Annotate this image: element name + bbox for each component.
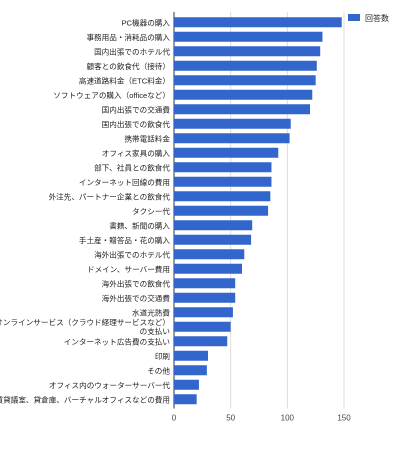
bar xyxy=(174,234,252,245)
category-label: 賃貸議室、貸倉庫、バーチャルオフィスなどの費用 xyxy=(0,394,170,404)
category-label: オフィス家具の購入 xyxy=(102,148,171,158)
category-label: ソフトウェアの購入（officeなど） xyxy=(53,90,170,100)
x-axis-ticks: 0 50 100 150 xyxy=(172,414,351,423)
bar xyxy=(174,104,310,115)
bar xyxy=(174,147,279,158)
bar xyxy=(174,336,228,347)
bar xyxy=(174,176,272,187)
bar xyxy=(174,379,199,390)
bar xyxy=(174,263,242,274)
category-label: インターネット回線の費用 xyxy=(79,177,170,187)
bar xyxy=(174,60,317,71)
category-label: 水道光熱費 xyxy=(132,307,170,317)
bar xyxy=(174,394,197,405)
category-label: 国内出張での飲食代 xyxy=(102,119,171,129)
category-label: 携帯電話料金 xyxy=(124,133,170,143)
legend-swatch xyxy=(348,14,360,21)
category-label: 国内出張での交通費 xyxy=(102,104,171,114)
category-label: 海外出張での飲食代 xyxy=(102,278,171,288)
category-label: 海外出張でのホテル代 xyxy=(94,249,170,259)
bar xyxy=(174,292,236,303)
category-label: 手土産・贈答品・花の購入 xyxy=(79,235,171,245)
bar xyxy=(174,249,245,260)
bar xyxy=(174,321,231,332)
bar xyxy=(174,75,316,86)
bar xyxy=(174,220,253,231)
legend: 回答数 xyxy=(348,13,389,23)
bar xyxy=(174,46,321,57)
bar xyxy=(174,89,313,100)
bar xyxy=(174,278,236,289)
bar xyxy=(174,365,207,376)
bars xyxy=(174,17,342,405)
category-label: 海外出張での交通費 xyxy=(102,293,171,303)
category-label: インターネット広告費の支払い xyxy=(64,336,170,346)
category-label: ドメイン、サーバー費用 xyxy=(87,264,170,274)
bar xyxy=(174,307,233,318)
bar xyxy=(174,31,323,42)
category-label: 外注先、パートナー企業との飲食代 xyxy=(49,191,171,201)
bar xyxy=(174,162,272,173)
bar xyxy=(174,350,208,361)
category-label: その他 xyxy=(147,365,170,375)
bar xyxy=(174,118,291,129)
x-tick-label: 150 xyxy=(337,414,351,423)
legend-label: 回答数 xyxy=(365,13,389,23)
bar xyxy=(174,17,342,28)
category-label: 書籍、新聞の購入 xyxy=(109,220,170,230)
category-label: 顧客との飲食代（接待） xyxy=(87,61,170,71)
category-label: オフィス内のウォーターサーバー代 xyxy=(49,380,171,390)
category-label: オンラインサービス（クラウド経理サービスなど）の支払い xyxy=(0,317,170,336)
category-label: 国内出張でのホテル代 xyxy=(94,46,170,56)
x-tick-label: 50 xyxy=(226,414,235,423)
category-label: 事務用品・消耗品の購入 xyxy=(86,32,170,42)
bar xyxy=(174,205,269,216)
bar xyxy=(174,133,290,144)
category-label: 印刷 xyxy=(155,352,170,361)
category-label: 部下、社員との飲食代 xyxy=(94,162,170,172)
x-tick-label: 100 xyxy=(281,414,295,423)
bar xyxy=(174,191,271,202)
category-label: タクシー代 xyxy=(132,206,170,216)
category-label: 高速道路料金（ETC料金） xyxy=(79,75,170,85)
x-tick-label: 0 xyxy=(172,414,177,423)
category-label: PC機器の購入 xyxy=(121,17,170,27)
